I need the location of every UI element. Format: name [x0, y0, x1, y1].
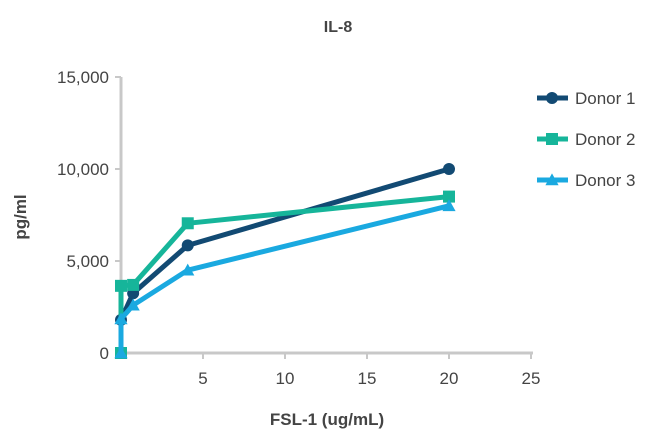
- x-tick-label: 10: [276, 369, 295, 388]
- legend-item: Donor 2: [537, 130, 635, 149]
- legend-label: Donor 1: [575, 89, 635, 108]
- data-point: [443, 163, 455, 175]
- x-tick-label: 5: [198, 369, 207, 388]
- data-point: [114, 312, 128, 325]
- legend-item: Donor 3: [537, 171, 635, 190]
- chart-title: IL-8: [324, 19, 353, 36]
- data-point: [181, 239, 194, 252]
- legend-swatch-marker: [546, 92, 558, 104]
- legend-label: Donor 2: [575, 130, 635, 149]
- legend-label: Donor 3: [575, 171, 635, 190]
- data-point: [115, 279, 127, 292]
- y-tick-label: 0: [100, 344, 109, 363]
- data-point: [443, 190, 455, 203]
- series-1: [115, 163, 455, 359]
- series-layer: [114, 163, 456, 359]
- y-tick-label: 15,000: [57, 68, 109, 87]
- legend-swatch-marker: [545, 173, 559, 186]
- legend-swatch-marker: [546, 133, 558, 145]
- axes: 0 5,000 10,000 15,000 5 10 15 20 25: [57, 68, 540, 388]
- data-point: [181, 217, 194, 230]
- data-point: [442, 199, 456, 212]
- legend: Donor 1 Donor 2 Donor 3: [537, 89, 635, 190]
- series-line: [118, 203, 450, 353]
- x-tick-label: 25: [522, 369, 541, 388]
- x-tick-label: 20: [440, 369, 459, 388]
- series-3: [114, 199, 456, 359]
- y-axis-label: pg/ml: [11, 194, 30, 239]
- series-line: [118, 166, 450, 353]
- data-point: [126, 298, 140, 311]
- x-axis-label: FSL-1 (ug/mL): [270, 410, 384, 429]
- y-tick-label: 5,000: [66, 252, 109, 271]
- y-tick-label: 10,000: [57, 160, 109, 179]
- data-point: [181, 263, 195, 276]
- x-tick-label: 15: [358, 369, 377, 388]
- data-point: [114, 346, 128, 359]
- data-point: [127, 278, 140, 291]
- legend-item: Donor 1: [537, 89, 635, 108]
